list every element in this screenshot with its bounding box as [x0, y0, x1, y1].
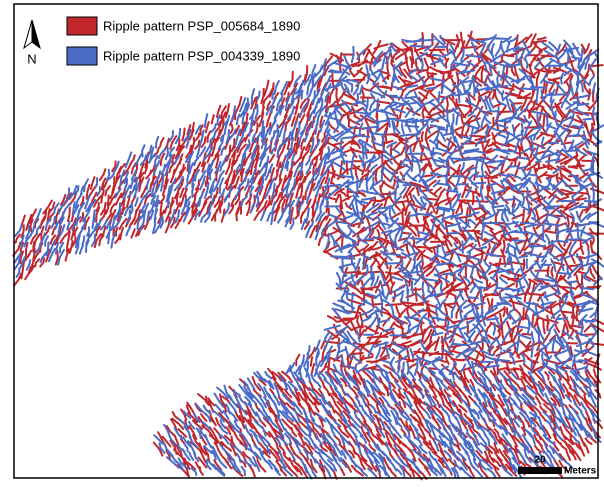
- north-label: N: [27, 51, 36, 66]
- scale-unit: Meters: [564, 466, 597, 477]
- legend-swatch: [67, 17, 97, 35]
- page: N Ripple pattern PSP_005684_1890 Ripple …: [0, 0, 604, 482]
- scale-bar-rect: [518, 467, 562, 474]
- map: N Ripple pattern PSP_005684_1890 Ripple …: [0, 0, 604, 482]
- scale-value: 20: [534, 455, 546, 466]
- legend-label: Ripple pattern PSP_005684_1890: [103, 18, 300, 33]
- legend-label: Ripple pattern PSP_004339_1890: [103, 48, 300, 63]
- legend-swatch: [67, 47, 97, 65]
